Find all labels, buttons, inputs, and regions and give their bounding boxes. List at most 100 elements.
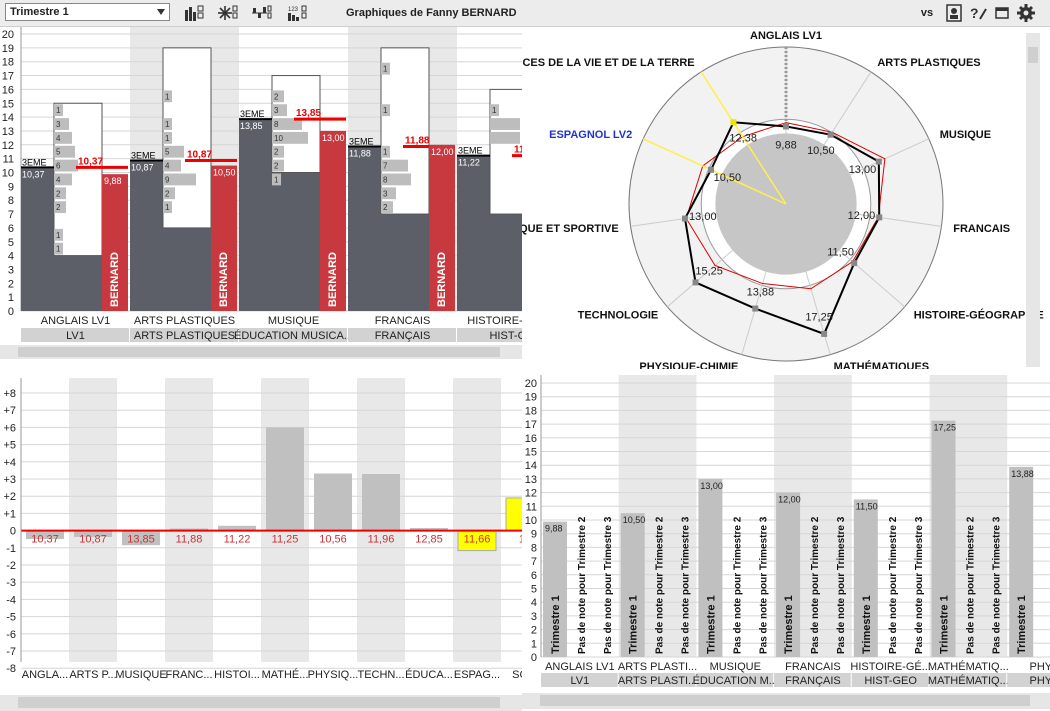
- distribution-count: 10: [274, 134, 283, 143]
- trimester-bar: [698, 478, 723, 657]
- class-average-label: 13,85: [240, 121, 263, 131]
- trimester-1-label: Trimestre 1: [1016, 595, 1028, 654]
- y-tick-label: 20: [2, 29, 14, 41]
- trimester-value-label: 10,50: [623, 515, 646, 525]
- group-label: MATHÉMATIQ...: [928, 674, 1009, 687]
- class-average-label: 10,56: [319, 534, 347, 546]
- trimester-1-label: Trimestre 1: [628, 595, 640, 654]
- vertical-scrollbar[interactable]: [1026, 33, 1040, 367]
- help-icon[interactable]: ?: [968, 4, 988, 22]
- distribution-bar: [163, 173, 196, 186]
- subject-label: ARTS PLASTI...: [618, 661, 697, 673]
- subject-label: PHYSI: [1030, 661, 1050, 673]
- distribution-count: 1: [383, 106, 388, 115]
- subject-label: ARTS PLASTIQUES: [134, 315, 235, 327]
- distribution-count: 1: [383, 148, 388, 157]
- y-tick-label: 0: [8, 306, 14, 318]
- distribution-count: 2: [274, 162, 279, 171]
- class-average-label: 10,87: [79, 534, 107, 546]
- distribution-count: 1: [56, 245, 61, 254]
- class-average-label: 10: [519, 534, 522, 546]
- group-average-label: 11,88: [405, 135, 430, 146]
- distribution-bar: [381, 201, 393, 214]
- subject-label: ARTS P...: [69, 669, 116, 681]
- trimester-1-label: Trimestre 1: [705, 595, 717, 654]
- min-bar: [272, 172, 320, 311]
- radar-axis-label: MUSIQUE: [940, 129, 991, 141]
- bar-chart-icon[interactable]: [184, 4, 204, 22]
- y-tick-label: 19: [2, 43, 14, 55]
- min-bar: [381, 214, 429, 311]
- horizontal-scrollbar[interactable]: [0, 345, 522, 359]
- y-tick-label: 1: [531, 638, 537, 650]
- class-name-label: 3EME: [131, 150, 156, 160]
- subject-label: MATHÉ...: [262, 668, 309, 681]
- trimester-1-label: Trimestre 1: [783, 595, 795, 654]
- scrollbar-thumb[interactable]: [18, 347, 500, 357]
- radar-axis-label: ESPAGNOL LV2: [549, 129, 632, 141]
- radar-axis-label: TECHNOLOGIE: [578, 310, 659, 322]
- radar-axis-label: CIENCES DE LA VIE ET DE LA TERRE: [522, 57, 695, 69]
- student-name-label: BERNARD: [436, 252, 448, 307]
- photo-icon[interactable]: [944, 4, 964, 22]
- class-average-label: 11,66: [464, 534, 491, 546]
- student-point: [851, 260, 858, 267]
- class-average-bar: [348, 146, 381, 311]
- y-tick-label: +5: [3, 440, 16, 452]
- student-bar: [102, 174, 128, 311]
- distribution-count: 1: [165, 134, 170, 143]
- y-tick-label: 0: [10, 526, 16, 538]
- period-select[interactable]: Trimestre 1: [5, 3, 170, 21]
- y-tick-label: 16: [525, 433, 537, 445]
- trimester-value-label: 13,88: [1011, 469, 1034, 479]
- scrollbar-thumb: [540, 695, 1030, 706]
- highlight-spoke: [642, 138, 787, 205]
- student-value-label: 10,50: [807, 145, 835, 157]
- y-tick-label: 9: [8, 181, 14, 193]
- y-tick-label: +2: [3, 491, 16, 503]
- class-name-label: 3EME: [458, 146, 483, 156]
- trimester-1-label: Trimestre 1: [550, 595, 562, 654]
- distribution-count: 1: [274, 175, 279, 184]
- y-tick-label: -5: [6, 612, 16, 624]
- distribution-count: 3: [56, 120, 61, 129]
- y-tick-label: 0: [531, 652, 537, 664]
- y-tick-label: 13: [525, 474, 537, 486]
- subject-label: MUSIQUE: [710, 661, 761, 673]
- student-point: [692, 279, 699, 286]
- gap-bar: [122, 530, 160, 546]
- distribution-bar: [381, 159, 408, 172]
- distribution-bar: [54, 201, 66, 214]
- vs-button[interactable]: vs: [920, 7, 934, 19]
- radar-chart-icon[interactable]: [218, 4, 238, 22]
- group-label: HIST-GEO: [864, 675, 917, 687]
- trimester-value-label: 12,00: [778, 495, 801, 505]
- scrollbar-thumb[interactable]: [1028, 47, 1038, 63]
- ranking-chart-icon[interactable]: 123: [287, 4, 307, 22]
- trimester-panel: 0 1 2 3 4 5 6 7 8 9 10 11 12 13 14 15 16 17 18 19 20 9,88 Trim…: [522, 373, 1050, 711]
- distribution-count: 4: [165, 162, 170, 171]
- group-average-label: 10,37: [78, 156, 103, 167]
- student-value-label: 11,50: [827, 246, 854, 258]
- distribution-count: 4: [56, 134, 61, 143]
- y-tick-label: 6: [8, 223, 14, 235]
- class-name-label: 3EME: [22, 157, 47, 167]
- distribution-count: 1: [383, 65, 388, 74]
- student-bar: [320, 130, 346, 311]
- group-label: ARTS PLASTIQUES: [134, 330, 235, 342]
- settings-icon[interactable]: [1016, 4, 1036, 22]
- group-label: LV1: [66, 330, 85, 342]
- distribution-bar: [272, 90, 284, 103]
- maximize-icon[interactable]: [992, 4, 1012, 22]
- distribution-bar: [272, 118, 302, 130]
- class-average-label: 10,37: [22, 169, 45, 179]
- subject-label: FRANC...: [165, 669, 212, 681]
- y-tick-label: 9: [531, 529, 537, 541]
- y-tick-label: +6: [3, 422, 16, 434]
- distribution-bar: [163, 187, 175, 200]
- gap-chart-icon[interactable]: [252, 4, 272, 22]
- column-shade: [453, 378, 501, 662]
- student-name-label: BERNARD: [109, 252, 121, 307]
- student-name-label: BERNARD: [327, 252, 339, 307]
- distribution-bar: [272, 159, 284, 172]
